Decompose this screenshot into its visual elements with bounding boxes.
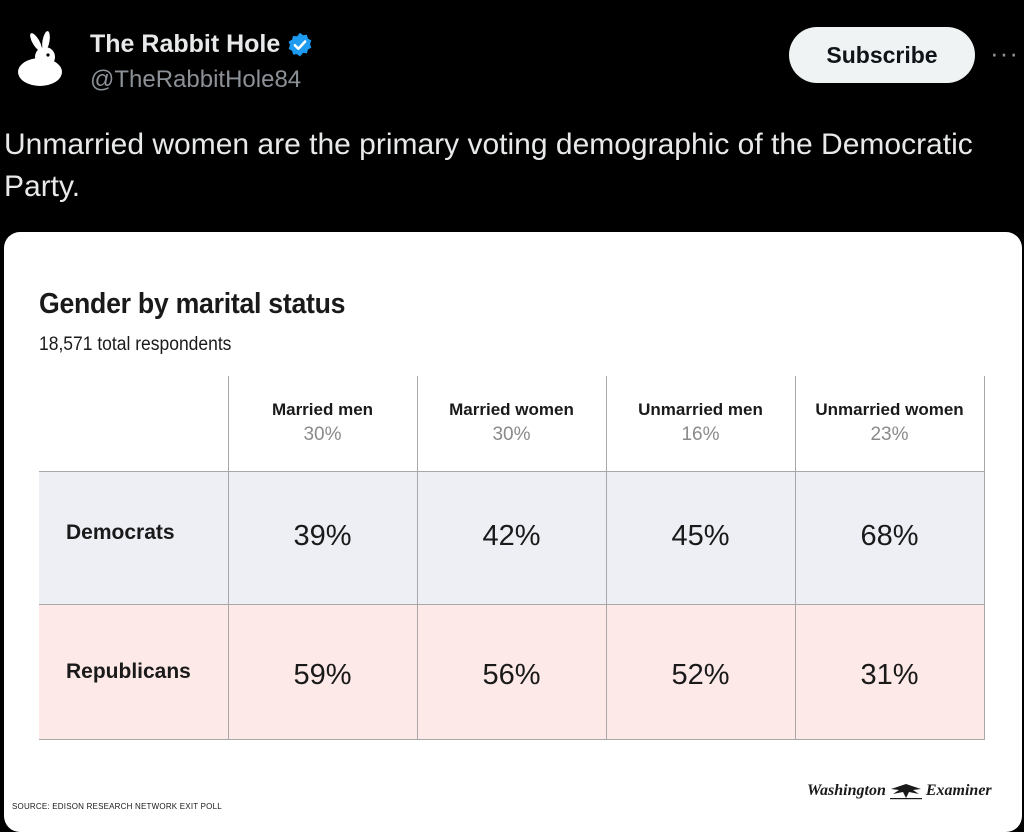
results-table: Married men 30% Married women 30% Unmarr… — [39, 376, 985, 740]
chart-title: Gender by marital status — [39, 288, 346, 320]
table-divider — [606, 376, 607, 740]
table-divider — [228, 376, 229, 740]
column-name: Unmarried men — [638, 400, 763, 419]
column-header: Unmarried women 23% — [795, 400, 984, 446]
column-header: Unmarried men 16% — [606, 400, 795, 446]
column-name: Married women — [449, 400, 574, 419]
verified-badge-icon[interactable] — [286, 31, 314, 59]
table-row-republicans: Republicans 59% 56% 52% 31% — [39, 604, 985, 739]
table-divider — [417, 376, 418, 740]
table-divider — [984, 376, 985, 740]
author-name-text: The Rabbit Hole — [90, 30, 281, 58]
column-share: 30% — [303, 424, 342, 445]
source-note: SOURCE: EDISON RESEARCH NETWORK EXIT POL… — [12, 802, 222, 811]
column-header: Married men 30% — [228, 400, 417, 446]
author-handle[interactable]: @TheRabbitHole84 — [90, 66, 302, 93]
row-label: Democrats — [66, 521, 175, 544]
table-cell: 68% — [860, 520, 919, 552]
table-divider — [39, 739, 985, 740]
column-share: 23% — [870, 424, 909, 445]
table-cell: 52% — [671, 659, 730, 691]
rabbit-icon — [18, 31, 62, 86]
table-header-row: Married men 30% Married women 30% Unmarr… — [39, 376, 985, 471]
column-share: 16% — [681, 424, 720, 445]
row-label: Republicans — [66, 660, 191, 683]
table-cell: 31% — [860, 659, 919, 691]
table-divider — [39, 604, 985, 605]
logo-text-right: Examiner — [925, 782, 992, 799]
tweet-text: Unmarried women are the primary voting d… — [4, 128, 973, 203]
avatar[interactable] — [10, 30, 70, 90]
table-cell: 39% — [293, 520, 352, 552]
table-divider — [39, 471, 985, 472]
column-name: Unmarried women — [815, 400, 964, 419]
subscribe-button[interactable]: Subscribe — [789, 27, 975, 83]
table-cell: 42% — [482, 520, 541, 552]
column-header: Married women 30% — [417, 400, 606, 446]
table-cell: 45% — [671, 520, 730, 552]
column-name: Married men — [271, 400, 374, 419]
chart-subtitle: 18,571 total respondents — [39, 334, 232, 355]
table-cell: 56% — [482, 659, 541, 691]
table-row-democrats: Democrats 39% 42% 45% 68% — [39, 471, 985, 604]
table-cell: 59% — [293, 659, 352, 691]
logo-text-left: Washington — [807, 782, 886, 799]
tweet-image-card[interactable]: Gender by marital status 18,571 total re… — [4, 232, 1022, 832]
more-icon[interactable]: ··· — [990, 38, 1019, 68]
column-share: 30% — [492, 424, 531, 445]
eagle-icon — [889, 784, 922, 800]
washington-examiner-logo: Washington Examiner — [807, 780, 992, 802]
table-divider — [795, 376, 796, 740]
author-name[interactable]: The Rabbit Hole — [90, 30, 314, 59]
